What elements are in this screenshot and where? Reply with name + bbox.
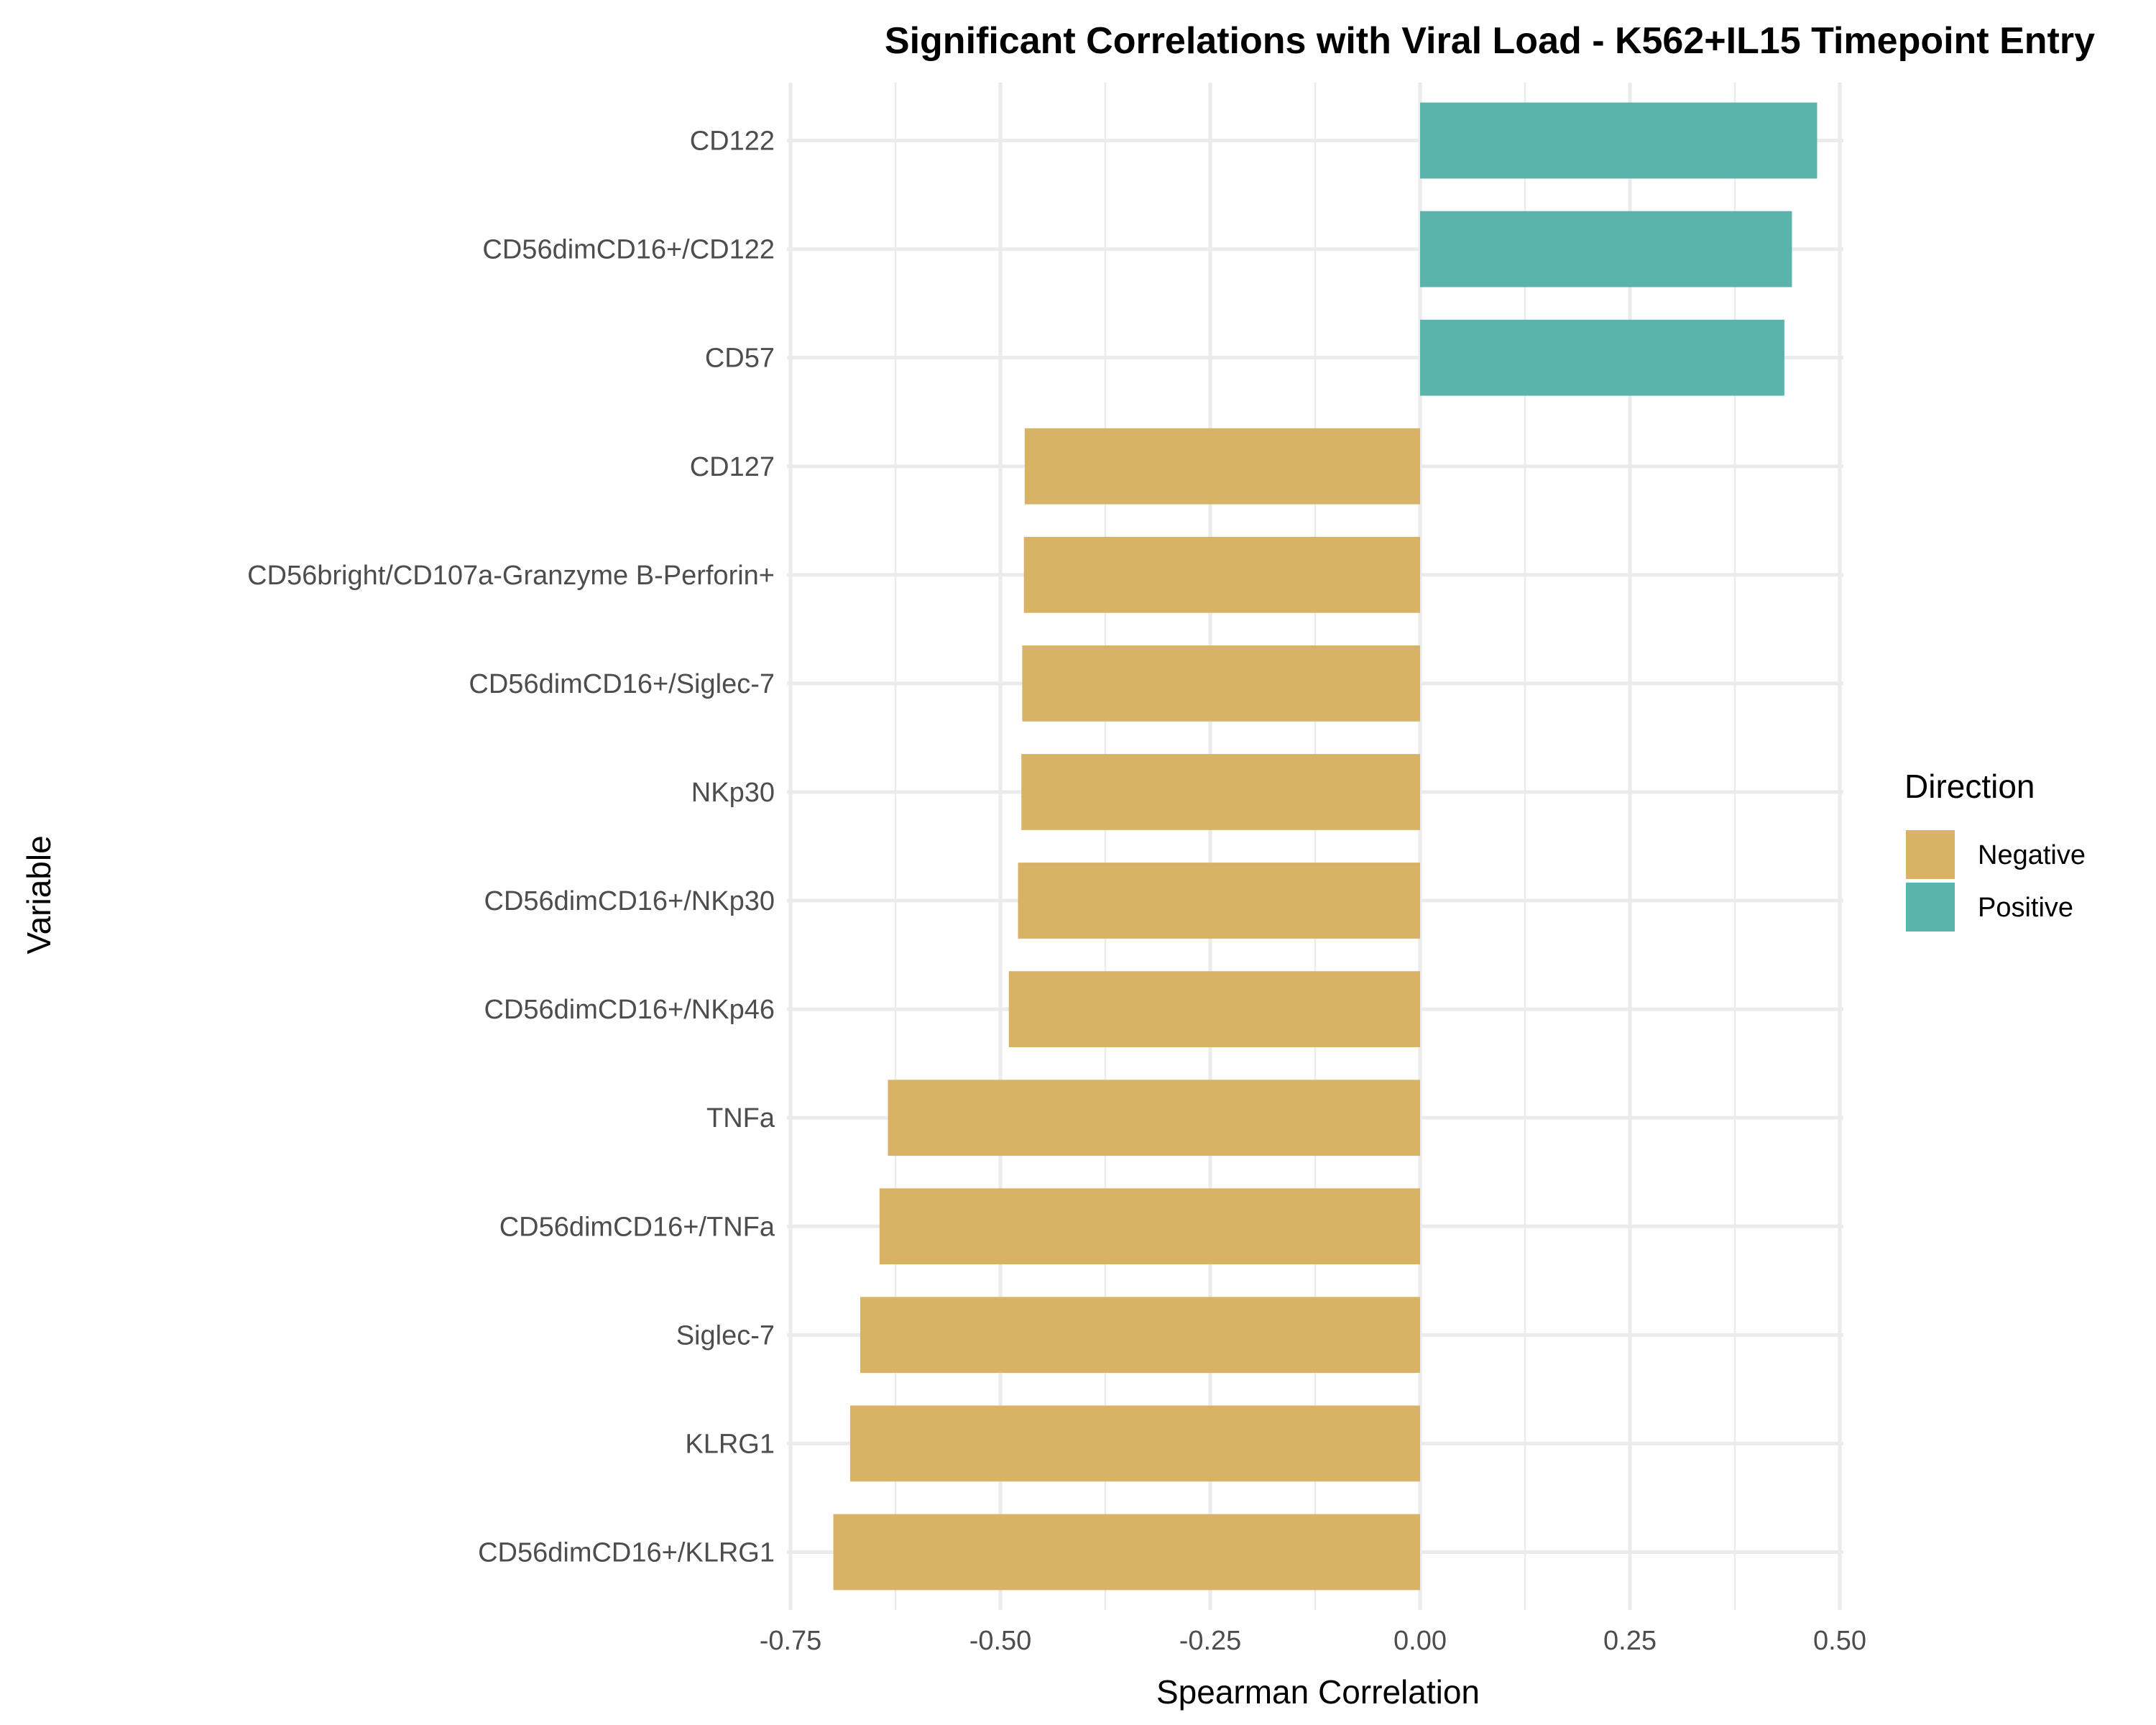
y-axis-title: Variable (20, 835, 57, 954)
bars (833, 102, 1818, 1591)
bar-cd56dimcd16-siglec-7 (1022, 645, 1420, 722)
y-tick-label: TNFa (706, 1103, 775, 1133)
y-tick-label: CD57 (705, 344, 775, 374)
legend-label-negative: Negative (1978, 840, 2086, 870)
x-tick-label: 0.00 (1393, 1626, 1447, 1656)
y-tick-label: CD127 (690, 452, 775, 482)
legend-title: Direction (1904, 768, 2035, 805)
y-tick-label: CD56dimCD16+/TNFa (499, 1212, 775, 1242)
bar-cd56dimcd16-tnfa (879, 1188, 1420, 1265)
bar-cd127 (1024, 428, 1420, 505)
bar-tnfa (888, 1080, 1420, 1156)
bar-nkp30 (1021, 754, 1420, 830)
x-tick-labels: -0.75 -0.50 -0.25 0.00 0.25 0.50 (760, 1626, 1866, 1656)
legend-key-negative (1906, 830, 1955, 879)
bar-siglec-7 (860, 1297, 1420, 1374)
bar-cd56dimcd16-cd122 (1420, 211, 1792, 288)
x-tick-label: -0.75 (760, 1626, 822, 1656)
y-tick-labels: CD122 CD56dimCD16+/CD122 CD57 CD127 CD56brig… (247, 126, 775, 1568)
x-axis-title: Spearman Correlation (1156, 1673, 1480, 1711)
bar-cd56dimcd16-klrg1 (833, 1514, 1420, 1591)
y-tick-label: CD56bright/CD107a-Granzyme B-Perforin+ (247, 561, 775, 591)
bar-cd57 (1420, 319, 1784, 396)
y-tick-label: CD56dimCD16+/Siglec-7 (469, 669, 775, 699)
x-tick-label: -0.50 (969, 1626, 1032, 1656)
y-tick-label: Siglec-7 (676, 1320, 775, 1351)
y-tick-label: NKp30 (691, 778, 775, 808)
grid (787, 83, 1843, 1610)
x-tick-label: 0.25 (1603, 1626, 1657, 1656)
x-tick-label: -0.25 (1179, 1626, 1242, 1656)
bar-klrg1 (849, 1405, 1420, 1482)
y-tick-label: CD122 (690, 126, 775, 157)
legend-label-positive: Positive (1978, 893, 2073, 923)
x-tick-label: 0.50 (1813, 1626, 1866, 1656)
bar-cd122 (1420, 102, 1818, 179)
y-tick-label: KLRG1 (685, 1429, 775, 1459)
chart-title: Significant Correlations with Viral Load… (885, 20, 2095, 62)
bar-cd56dimcd16-nkp30 (1018, 862, 1420, 939)
legend-key-positive (1906, 883, 1955, 932)
y-tick-label: CD56dimCD16+/NKp46 (484, 995, 775, 1025)
y-tick-label: CD56dimCD16+/NKp30 (484, 886, 775, 916)
bar-cd56dimcd16-nkp46 (1008, 971, 1420, 1047)
y-tick-label: CD56dimCD16+/CD122 (482, 235, 775, 265)
legend: Direction Negative Positive (1904, 768, 2086, 932)
y-tick-label: CD56dimCD16+/KLRG1 (478, 1537, 775, 1568)
bar-cd56bright-cd107a-granzyme-b-perforin (1023, 536, 1420, 613)
